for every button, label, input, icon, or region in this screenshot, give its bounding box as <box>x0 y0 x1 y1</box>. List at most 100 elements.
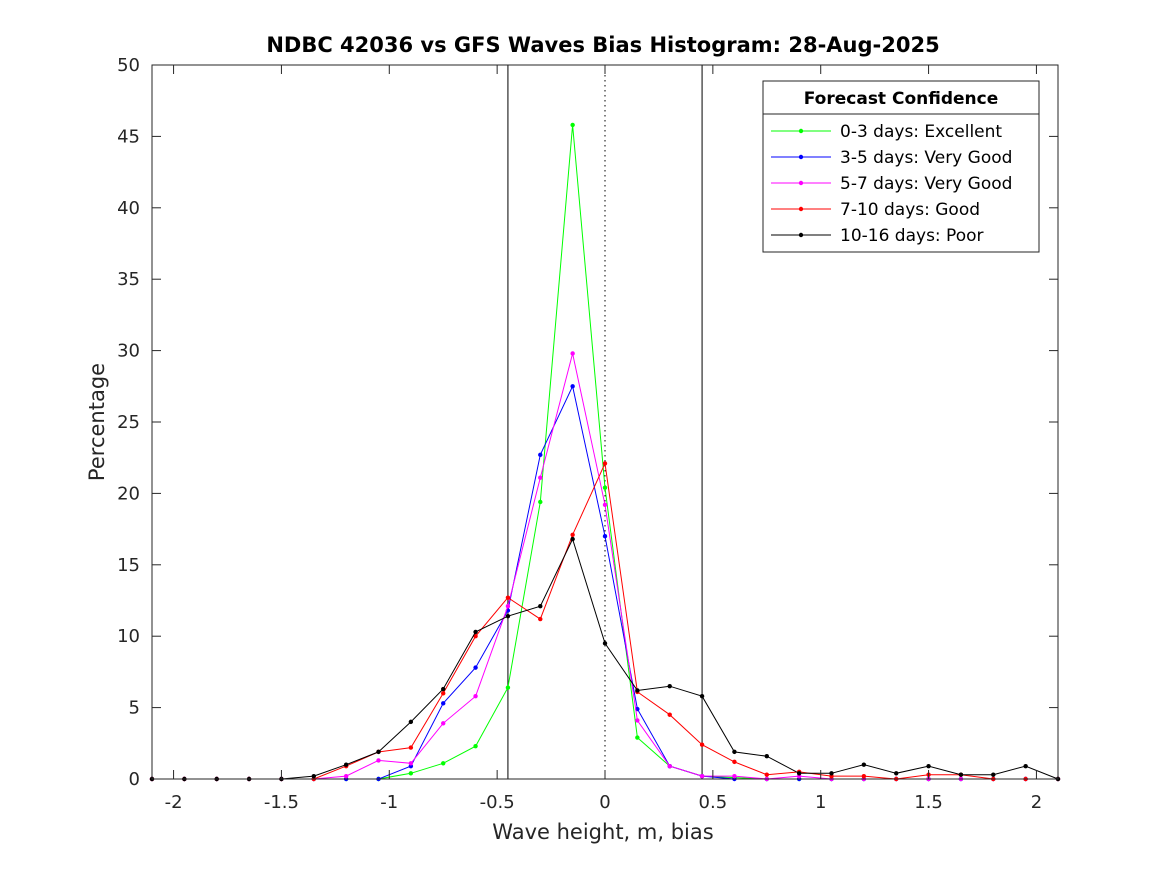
data-point <box>441 701 446 706</box>
x-tick-label: 1.5 <box>914 792 943 813</box>
data-point <box>505 614 511 619</box>
y-tick-label: 50 <box>117 55 140 76</box>
y-tick-label: 10 <box>117 626 140 647</box>
data-point <box>570 351 575 356</box>
data-point <box>699 742 705 747</box>
data-point <box>764 772 769 777</box>
x-tick-label: -1 <box>380 792 398 813</box>
data-point <box>473 743 478 749</box>
data-point <box>667 712 672 717</box>
y-tick-label: 0 <box>129 769 140 790</box>
data-point <box>441 691 446 696</box>
data-point <box>538 475 543 480</box>
data-point <box>505 595 511 600</box>
data-point <box>991 772 996 777</box>
data-point <box>602 502 608 508</box>
data-point <box>732 773 737 779</box>
data-point <box>343 762 349 767</box>
data-point <box>505 685 511 690</box>
legend-swatch-marker <box>798 206 804 212</box>
legend-item-4: 10-16 days: Poor <box>771 226 984 246</box>
x-tick-labels: -2 -1.5 -1 -0.5 0 0.5 1 1.5 2 <box>165 792 1043 813</box>
y-tick-label: 45 <box>117 126 140 147</box>
data-point <box>602 534 608 539</box>
reference-lines <box>507 65 703 779</box>
x-tick-label: 2 <box>1031 792 1042 813</box>
legend-item-3: 7-10 days: Good <box>771 200 980 220</box>
data-point <box>699 773 705 779</box>
data-point <box>635 735 640 740</box>
y-tick-label: 40 <box>117 198 140 219</box>
data-point <box>861 773 867 779</box>
legend-label: 0-3 days: Excellent <box>840 122 1002 142</box>
data-point <box>441 761 446 766</box>
data-point <box>343 773 349 779</box>
legend-box <box>762 80 1040 253</box>
legend-item-2: 5-7 days: Very Good <box>771 174 1012 194</box>
data-point <box>441 721 446 726</box>
data-point <box>667 683 672 689</box>
data-point <box>408 745 414 750</box>
data-point <box>732 759 737 765</box>
data-point <box>829 771 834 776</box>
data-point <box>311 773 316 779</box>
data-point <box>732 749 737 755</box>
data-point <box>376 758 381 763</box>
x-tick-label: 0 <box>599 792 610 813</box>
data-point <box>473 634 478 639</box>
data-point <box>958 772 964 777</box>
data-point <box>538 604 543 609</box>
data-point <box>667 763 672 769</box>
data-point <box>635 718 640 723</box>
y-tick-label: 20 <box>117 483 140 504</box>
y-tick-label: 5 <box>129 698 140 719</box>
x-tick-label: -0.5 <box>480 792 515 813</box>
x-tick-label: -1.5 <box>264 792 299 813</box>
legend-item-0: 0-3 days: Excellent <box>771 122 1002 142</box>
data-point <box>602 485 608 490</box>
x-axis-label: Wave height, m, bias <box>492 820 713 844</box>
legend-item-1: 3-5 days: Very Good <box>771 148 1012 168</box>
data-point <box>570 532 575 538</box>
y-tick-label: 15 <box>117 555 140 576</box>
x-tick-label: 1 <box>815 792 826 813</box>
legend-label: 7-10 days: Good <box>840 200 980 220</box>
data-point <box>505 604 511 609</box>
y-tick-label: 35 <box>117 269 140 290</box>
axis-ticks <box>152 64 1058 780</box>
data-point <box>602 641 608 646</box>
y-tick-label: 30 <box>117 341 140 362</box>
data-point <box>441 686 446 692</box>
legend-swatch-marker <box>798 154 804 160</box>
data-point <box>570 384 575 389</box>
data-point <box>538 499 543 505</box>
data-point <box>376 749 381 755</box>
data-point <box>699 693 705 699</box>
y-tick-label: 25 <box>117 412 140 433</box>
data-point <box>796 771 802 776</box>
data-point <box>570 536 575 542</box>
legend-swatch-marker <box>798 180 804 186</box>
data-point <box>473 693 478 699</box>
data-point <box>408 719 414 725</box>
legend-swatch-marker <box>798 232 804 238</box>
data-point <box>926 763 931 769</box>
legend-title: Forecast Confidence <box>804 89 999 109</box>
legend: Forecast Confidence 0-3 days: Excellent 3… <box>762 80 1040 253</box>
data-point <box>473 629 478 635</box>
legend-swatch-marker <box>798 128 804 134</box>
y-tick-labels: 0 5 10 15 20 25 30 35 40 45 50 <box>117 55 140 790</box>
data-point <box>538 452 543 458</box>
data-point <box>861 762 867 767</box>
data-point <box>570 122 575 128</box>
data-point <box>538 616 543 622</box>
legend-label: 5-7 days: Very Good <box>840 174 1012 194</box>
series-4 <box>149 536 1061 782</box>
data-point <box>408 761 414 766</box>
data-point <box>473 665 478 670</box>
y-axis-label: Percentage <box>85 363 109 481</box>
data-point <box>602 461 608 466</box>
legend-label: 3-5 days: Very Good <box>840 148 1012 168</box>
data-point <box>1023 763 1028 769</box>
